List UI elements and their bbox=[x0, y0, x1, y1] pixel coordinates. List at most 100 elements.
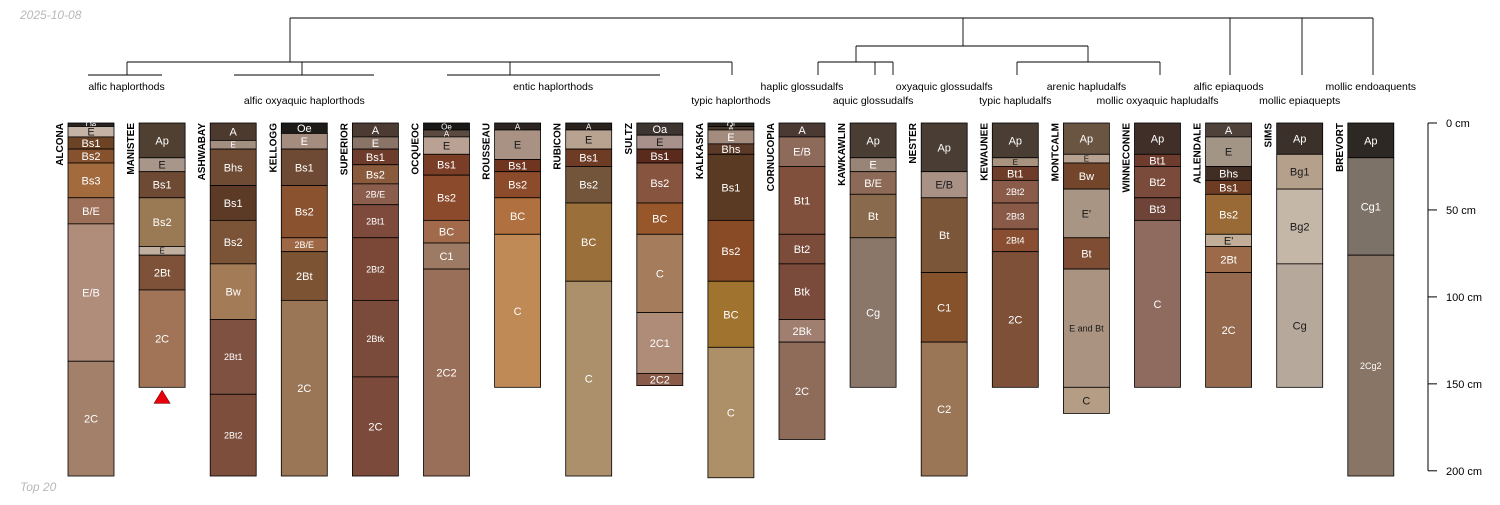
horizon-label: Ap bbox=[1364, 135, 1377, 147]
horizon-label: E bbox=[159, 247, 164, 256]
horizon-label: C1 bbox=[937, 302, 951, 314]
horizon-manistee-2c bbox=[138, 289, 186, 388]
horizon-sims-cg bbox=[1276, 263, 1324, 388]
horizon-label: Oe bbox=[86, 121, 97, 130]
horizon-label: 2B/E bbox=[295, 240, 315, 250]
horizon-kewaunee-ap bbox=[991, 122, 1039, 159]
horizon-label: A bbox=[728, 124, 734, 133]
horizon-label: A bbox=[586, 122, 592, 131]
profile-name-kalkaska: KALKASKA bbox=[695, 123, 706, 179]
horizon-label: Cg bbox=[866, 308, 880, 320]
profile-name-winneconne: WINNECONNE bbox=[1122, 123, 1133, 193]
horizon-label: Cg bbox=[1293, 321, 1307, 333]
horizon-label: Bt bbox=[1081, 248, 1091, 260]
horizon-superior-2bt2 bbox=[351, 237, 399, 301]
horizon-label: BC bbox=[581, 237, 596, 249]
profile-name-sultz: SULTZ bbox=[624, 123, 635, 154]
horizon-label: Bs1 bbox=[82, 138, 101, 150]
profile-name-kawkawlin: KAWKAWLIN bbox=[837, 123, 848, 186]
horizon-kalkaska-bs1 bbox=[707, 153, 755, 221]
horizon-label: E/B bbox=[82, 288, 100, 300]
horizon-allendale-2bt bbox=[1205, 246, 1252, 273]
horizon-nester-bt bbox=[920, 197, 968, 273]
horizon-brevort-2cg2 bbox=[1347, 254, 1395, 477]
horizon-brevort-cg1 bbox=[1347, 157, 1395, 256]
horizon-label: Bt2 bbox=[794, 244, 811, 256]
group-label-alfic-epiaquods: alfic epiaquods bbox=[1194, 81, 1264, 93]
profile-name-kellogg: KELLOGG bbox=[268, 123, 279, 173]
horizon-label: 2C bbox=[1008, 314, 1022, 326]
horizon-label: A bbox=[230, 127, 238, 139]
horizon-label: Bs2 bbox=[721, 246, 740, 258]
horizon-label: E bbox=[372, 138, 379, 150]
horizon-label: BC bbox=[439, 227, 454, 239]
horizon-label: 2Bk bbox=[793, 326, 812, 338]
horizon-label: 2Bt2 bbox=[224, 430, 243, 440]
horizon-montcalm-e- bbox=[1063, 188, 1110, 239]
horizon-nester-c2 bbox=[920, 341, 968, 477]
horizon-label: A bbox=[1225, 125, 1233, 137]
horizon-label: 2C bbox=[795, 386, 809, 398]
profile-name-ocqueoc: OCQUEOC bbox=[411, 123, 422, 175]
date-label: 2025-10-08 bbox=[20, 8, 82, 22]
horizon-rousseau-bc bbox=[494, 197, 542, 235]
horizon-label: Bs1 bbox=[437, 160, 456, 172]
horizon-label: 2Btk bbox=[366, 334, 385, 344]
horizon-kellogg-bs2 bbox=[280, 185, 328, 239]
horizon-label: Bg2 bbox=[1290, 221, 1310, 233]
horizon-label: Oe bbox=[297, 123, 312, 135]
horizon-label: Bs2 bbox=[224, 237, 243, 249]
horizon-label: 2Bt bbox=[154, 268, 171, 280]
horizon-cornucopia-bt2 bbox=[778, 233, 826, 265]
horizon-cornucopia-2c bbox=[778, 341, 826, 440]
horizon-label: Bt3 bbox=[1149, 204, 1166, 216]
horizon-label: E bbox=[231, 141, 236, 150]
horizon-label: Bhs bbox=[1219, 168, 1238, 180]
horizon-label: C bbox=[585, 374, 593, 386]
horizon-ocqueoc-bs2 bbox=[423, 174, 470, 221]
horizon-label: 2C bbox=[368, 421, 382, 433]
horizon-sims-ap bbox=[1276, 122, 1324, 155]
horizon-label: Bs2 bbox=[437, 193, 456, 205]
group-label-arenic-hapludalfs: arenic hapludalfs bbox=[1047, 81, 1126, 93]
horizon-kellogg-2c bbox=[280, 299, 328, 477]
horizon-label: 2B/E bbox=[366, 190, 386, 200]
horizon-superior-2bt1 bbox=[351, 204, 399, 239]
horizon-nester-c1 bbox=[920, 272, 968, 343]
horizon-label: Bs2 bbox=[508, 180, 527, 192]
horizon-montcalm-bt bbox=[1063, 237, 1110, 270]
horizon-label: Ap bbox=[937, 142, 950, 154]
horizon-alcona-b-e bbox=[67, 197, 115, 225]
horizon-ashwabay-bs2 bbox=[209, 219, 257, 265]
horizon-label: 2Bt1 bbox=[366, 216, 385, 226]
horizon-label: Bhs bbox=[224, 162, 243, 174]
horizon-label: E bbox=[585, 134, 592, 146]
horizon-label: BC bbox=[652, 214, 667, 226]
horizon-sultz-bc bbox=[636, 202, 684, 235]
profile-name-manistee: MANISTEE bbox=[126, 123, 137, 175]
horizon-ocqueoc-c1 bbox=[423, 242, 470, 270]
depth-tick-label: 150 cm bbox=[1446, 379, 1482, 391]
horizon-label: 2Bt2 bbox=[366, 264, 385, 274]
horizon-allendale-e bbox=[1205, 136, 1252, 167]
horizon-label: Ap bbox=[1080, 134, 1093, 146]
horizon-rubicon-bs2 bbox=[565, 166, 613, 204]
horizon-label: 2Bt1 bbox=[224, 352, 243, 362]
group-label-typic-hapludalfs: typic hapludalfs bbox=[979, 95, 1051, 107]
horizon-label: 2C2 bbox=[436, 368, 456, 380]
horizon-label: Btk bbox=[794, 287, 810, 299]
horizon-kellogg-2bt bbox=[280, 251, 328, 301]
profile-name-ashwabay: ASHWABAY bbox=[197, 123, 208, 181]
horizon-label: E' bbox=[1224, 235, 1233, 247]
truncation-marker bbox=[153, 389, 171, 404]
profile-name-kewaunee: KEWAUNEE bbox=[979, 123, 990, 181]
horizon-label: E bbox=[656, 137, 663, 149]
horizon-label: Oa bbox=[652, 124, 668, 136]
horizon-alcona-bs3 bbox=[67, 162, 115, 199]
profile-name-brevort: BREVORT bbox=[1335, 123, 1346, 172]
horizon-label: B/E bbox=[864, 178, 882, 190]
horizon-ashwabay-bw bbox=[209, 263, 257, 320]
horizon-label: Ap bbox=[1293, 134, 1306, 146]
horizon-rousseau-c bbox=[494, 233, 542, 388]
